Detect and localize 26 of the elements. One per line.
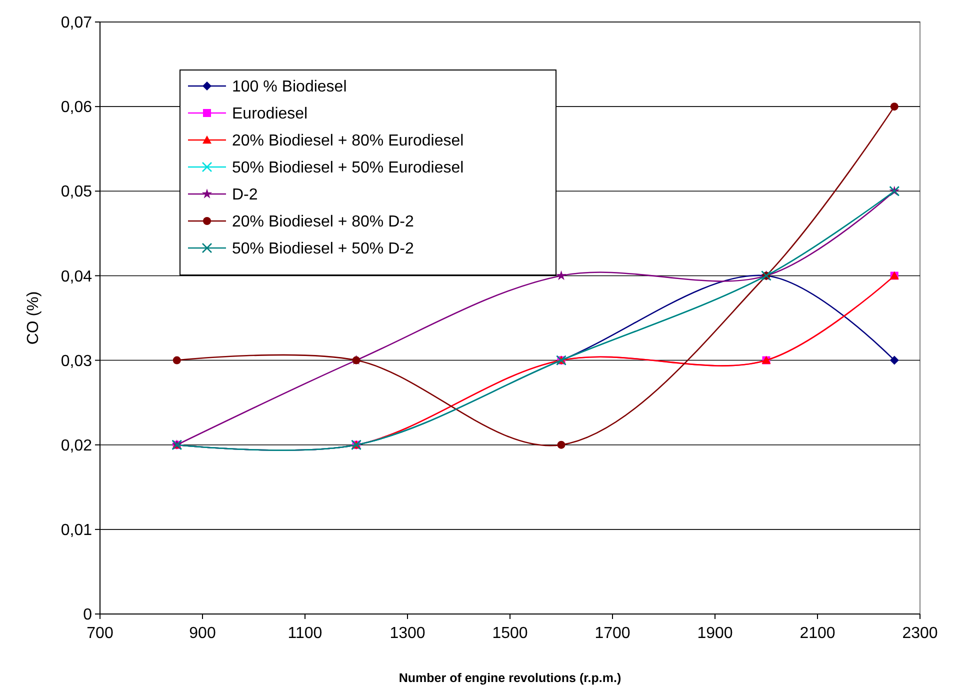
x-tick-label: 1500: [492, 625, 528, 642]
y-tick-label: 0,02: [60, 437, 92, 454]
x-tick-label: 700: [86, 625, 114, 642]
x-tick-label: 900: [189, 625, 216, 642]
y-tick-label: 0,07: [60, 14, 92, 32]
y-tick-label: 0,04: [60, 268, 92, 286]
x-axis-title: Number of engine revolutions (r.p.m.): [398, 671, 622, 685]
legend-label: 20% Biodiesel + 80% Eurodiesel: [232, 132, 464, 150]
y-axis-title: CO (%): [25, 291, 42, 345]
x-tick-label: 1300: [390, 625, 426, 642]
legend-label: 50% Biodiesel + 50% D-2: [232, 240, 414, 258]
y-tick-label: 0,03: [60, 352, 92, 370]
x-tick-label: 2300: [902, 625, 938, 642]
y-tick-label: 0,05: [60, 184, 92, 201]
y-tick-label: 0,06: [60, 99, 92, 116]
x-tick-label: 1100: [288, 625, 322, 642]
legend-label: 100 % Biodiesel: [232, 78, 347, 96]
x-tick-label: 1900: [697, 625, 733, 642]
x-tick-label: 1700: [594, 625, 630, 642]
legend-label: 50% Biodiesel + 50% Eurodiesel: [232, 160, 464, 177]
legend-label: 20% Biodiesel + 80% D-2: [232, 214, 414, 231]
y-tick-label: 0: [83, 606, 92, 624]
y-tick-label: 0,01: [60, 522, 92, 540]
legend-label: D-2: [232, 186, 258, 204]
x-tick-label: 2100: [800, 625, 836, 642]
legend-label: Eurodiesel: [232, 106, 308, 123]
